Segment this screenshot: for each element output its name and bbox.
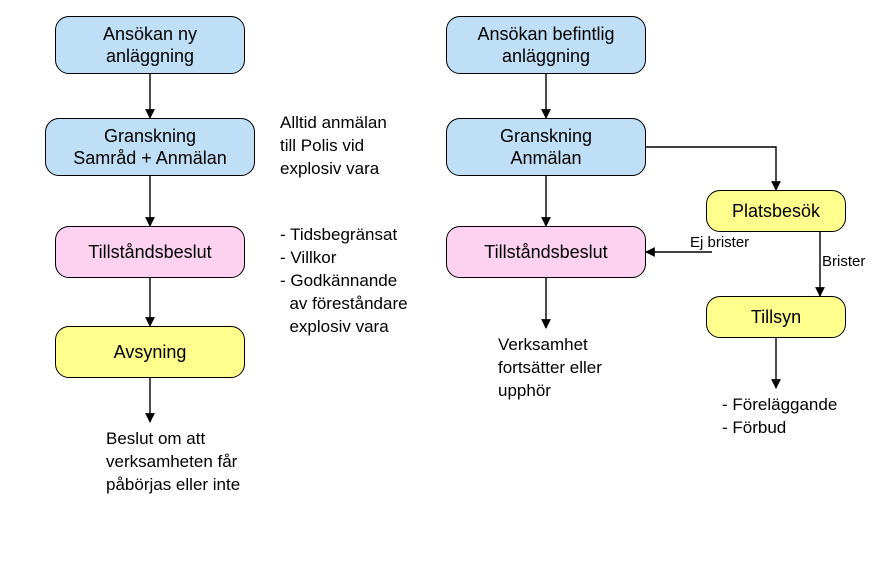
flow-node-label: Tillsyn — [751, 306, 801, 329]
flow-node-n6: Granskning Anmälan — [446, 118, 646, 176]
flow-node-label: Granskning Anmälan — [500, 125, 592, 170]
flow-edge-label-e9: Ej brister — [690, 234, 749, 251]
flow-note-t2: - Tidsbegränsat - Villkor - Godkännande … — [280, 224, 408, 339]
flow-node-n7: Tillståndsbeslut — [446, 226, 646, 278]
flow-node-label: Avsyning — [114, 341, 187, 364]
flow-node-n2: Granskning Samråd + Anmälan — [45, 118, 255, 176]
flow-node-n1: Ansökan ny anläggning — [55, 16, 245, 74]
flow-note-t4: Verksamhet fortsätter eller upphör — [498, 334, 602, 403]
flow-edge-label-e10: Brister — [822, 253, 865, 270]
flow-note-t3: Beslut om att verksamheten får påbörjas … — [106, 428, 240, 497]
flow-node-label: Tillståndsbeslut — [88, 241, 211, 264]
flow-node-n4: Avsyning — [55, 326, 245, 378]
flow-node-label: Ansökan befintlig anläggning — [477, 23, 614, 68]
flow-note-t1: Alltid anmälan till Polis vid explosiv v… — [280, 112, 387, 181]
flowchart-stage: Ansökan ny anläggning Granskning Samråd +… — [0, 0, 891, 563]
flow-edge-e8 — [646, 147, 776, 190]
flow-node-label: Platsbesök — [732, 200, 820, 223]
flow-node-label: Ansökan ny anläggning — [103, 23, 197, 68]
flow-node-n9: Tillsyn — [706, 296, 846, 338]
flow-note-t5: - Föreläggande - Förbud — [722, 394, 837, 440]
flow-node-n5: Ansökan befintlig anläggning — [446, 16, 646, 74]
flow-node-label: Tillståndsbeslut — [484, 241, 607, 264]
flow-node-n3: Tillståndsbeslut — [55, 226, 245, 278]
flow-node-n8: Platsbesök — [706, 190, 846, 232]
flow-node-label: Granskning Samråd + Anmälan — [73, 125, 227, 170]
